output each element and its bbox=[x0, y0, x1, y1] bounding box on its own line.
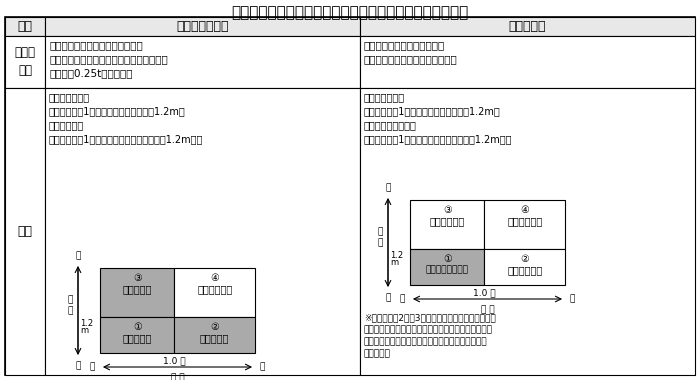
Text: 大: 大 bbox=[570, 294, 575, 304]
Text: エレベーター: エレベーター bbox=[430, 216, 465, 226]
Text: ①: ① bbox=[133, 322, 141, 332]
Text: 高: 高 bbox=[76, 251, 80, 260]
Text: 面 積: 面 積 bbox=[171, 373, 184, 380]
Text: 適用の
対象: 適用の 対象 bbox=[15, 46, 36, 78]
Text: エレベーター: エレベーター bbox=[507, 265, 542, 275]
Text: エレベーター等の労働安全衛生法と建築基準法による区分: エレベーター等の労働安全衛生法と建築基準法による区分 bbox=[232, 5, 468, 20]
Bar bbox=[100, 317, 174, 353]
Bar bbox=[100, 268, 174, 317]
Text: エレベーター: エレベーター bbox=[507, 216, 542, 226]
Bar bbox=[484, 249, 565, 285]
Text: ②: ② bbox=[520, 254, 529, 264]
Text: 低: 低 bbox=[76, 361, 80, 370]
Bar bbox=[174, 317, 255, 353]
Text: 低: 低 bbox=[385, 293, 391, 302]
Text: ①: ① bbox=[443, 254, 452, 264]
Bar bbox=[360, 17, 695, 36]
Text: ④: ④ bbox=[520, 205, 529, 215]
Text: 小: 小 bbox=[90, 363, 95, 372]
Bar bbox=[45, 17, 360, 36]
Text: 簡易リフト: 簡易リフト bbox=[122, 284, 152, 294]
Bar bbox=[45, 88, 360, 375]
Bar bbox=[360, 88, 695, 375]
Text: m: m bbox=[390, 258, 398, 267]
Text: 労働安全衛生法: 労働安全衛生法 bbox=[176, 20, 229, 33]
Text: 面 積: 面 積 bbox=[481, 305, 494, 314]
Text: 1.2: 1.2 bbox=[80, 319, 93, 328]
Text: 項目: 項目 bbox=[18, 20, 32, 33]
Text: 簡易リフト: 簡易リフト bbox=[122, 333, 152, 343]
Text: 1.2: 1.2 bbox=[390, 251, 403, 260]
Text: 高
さ: 高 さ bbox=[67, 296, 73, 315]
Text: ・エレベーター
　かごの面積1平方メートル超又は高さ1.2m超
・小荷物専用昇降機
　かごの面積1平方メートル以下かつ高さ1.2m以下: ・エレベーター かごの面積1平方メートル超又は高さ1.2m超 ・小荷物専用昇降機… bbox=[364, 92, 512, 144]
Text: 簡易リフト: 簡易リフト bbox=[200, 333, 230, 343]
Text: 建築基準法: 建築基準法 bbox=[509, 20, 546, 33]
Text: 高
さ: 高 さ bbox=[377, 228, 383, 247]
Text: 1.0 ㎡: 1.0 ㎡ bbox=[473, 288, 496, 297]
Text: 高: 高 bbox=[385, 183, 391, 192]
Text: ・エレベーター
　かごの面積1平方メートル超かつ高さ1.2m超
・簡易リフト
　かごの面積1平方メートル以下または高さ1.2m以下: ・エレベーター かごの面積1平方メートル超かつ高さ1.2m超 ・簡易リフト かご… bbox=[49, 92, 204, 144]
Bar bbox=[174, 268, 255, 317]
Bar bbox=[5, 36, 45, 88]
Text: 人又は荷物を運搬する昇降機
（用途、積載荷重にかかわらず）: 人又は荷物を運搬する昇降機 （用途、積載荷重にかかわらず） bbox=[364, 40, 458, 64]
Text: ※丸付き数字2及び3は労働安全衛生法では簡易リフ
トですが、建築基準法ではエレベーターとなるため、
建築基準法におけるエレベーターの構造規定が適用
されます。: ※丸付き数字2及び3は労働安全衛生法では簡易リフ トですが、建築基準法ではエレベ… bbox=[364, 313, 496, 358]
Bar bbox=[5, 88, 45, 375]
Text: 小荷物専用昇降機: 小荷物専用昇降機 bbox=[426, 265, 469, 274]
Bar bbox=[360, 36, 695, 88]
Bar bbox=[45, 36, 360, 88]
Text: 大: 大 bbox=[260, 363, 265, 372]
Text: 工場等に設置されるエレベーター
（一般公衆の用に供されるものは除く）で
積載荷重0.25t以上のもの: 工場等に設置されるエレベーター （一般公衆の用に供されるものは除く）で 積載荷重… bbox=[49, 40, 168, 78]
Text: ③: ③ bbox=[443, 205, 452, 215]
Text: エレベーター: エレベーター bbox=[197, 284, 232, 294]
Text: 小: 小 bbox=[400, 294, 405, 304]
Text: ②: ② bbox=[210, 322, 219, 332]
Text: 1.0 ㎡: 1.0 ㎡ bbox=[163, 356, 186, 365]
Text: m: m bbox=[80, 326, 88, 335]
Text: 区分: 区分 bbox=[18, 225, 32, 238]
Bar bbox=[410, 200, 484, 249]
Bar bbox=[5, 17, 45, 36]
Bar bbox=[484, 200, 565, 249]
Bar bbox=[410, 249, 484, 285]
Text: ④: ④ bbox=[210, 273, 219, 283]
Text: ③: ③ bbox=[133, 273, 141, 283]
